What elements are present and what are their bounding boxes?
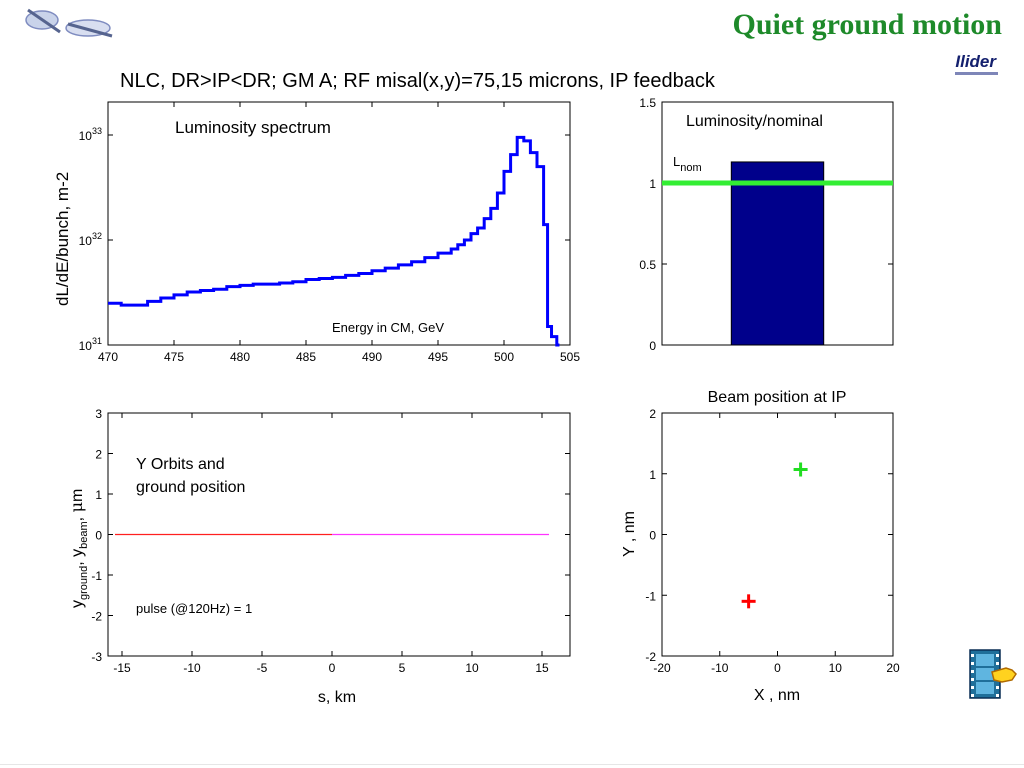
x-tick-label: 5 <box>399 661 406 675</box>
y-tick-label: -2 <box>91 610 102 624</box>
luminosity-nominal-plot: 0 0.5 1 1.5 Luminosity/nominal Lnom <box>639 96 894 353</box>
plot-title: Luminosity spectrum <box>175 118 331 137</box>
plot-frame <box>107 101 571 346</box>
beam-point <box>741 594 756 609</box>
x-tick-label: 485 <box>296 350 316 364</box>
x-tick-label: 475 <box>164 350 184 364</box>
y-tick-label: -2 <box>645 650 656 664</box>
y-tick-label: 1.5 <box>639 96 656 110</box>
y-tick-label: 1031 <box>79 336 102 353</box>
y-tick-label: -3 <box>91 650 102 664</box>
luminosity-spectrum-plot: 470 475 480 485 490 495 500 505 1031 1032 1033 Lum… <box>53 101 580 364</box>
plot-title-line-2: ground position <box>136 479 245 496</box>
x-tick-label: -15 <box>113 661 131 675</box>
nominal-label-main: L <box>673 154 680 169</box>
x-axis-label: X , nm <box>754 687 800 704</box>
plot-title: Y Orbits and ground position <box>136 456 245 496</box>
nominal-label-sub: nom <box>680 162 701 174</box>
filmstrip-hand-icon[interactable] <box>968 648 1020 700</box>
author-link[interactable]: Ilider <box>955 52 998 75</box>
plot-title-line-1: Y Orbits and <box>136 456 225 473</box>
y-tick-label: 2 <box>649 407 656 421</box>
y-tick-label: 3 <box>95 407 102 421</box>
luminosity-bar <box>730 161 825 346</box>
beam-point <box>793 462 808 477</box>
x-tick-label: -5 <box>257 661 268 675</box>
y-tick-label: -1 <box>645 589 656 603</box>
x-tick-label: 495 <box>428 350 448 364</box>
y-tick-label: 0 <box>649 529 656 543</box>
y-axis-label: yground, ybeam, μm <box>67 489 90 608</box>
y-tick-label: 2 <box>95 448 102 462</box>
x-tick-label: -20 <box>653 661 671 675</box>
x-axis-label: s, km <box>318 689 356 706</box>
x-tick-label: -10 <box>183 661 201 675</box>
plot-title: Luminosity/nominal <box>686 113 823 130</box>
y-tick-label: 1 <box>649 177 656 191</box>
x-tick-label: 10 <box>829 661 843 675</box>
logo-icon <box>25 8 113 38</box>
x-tick-label: 0 <box>329 661 336 675</box>
y-axis-label: dL/dE/bunch, m-2 <box>53 172 72 306</box>
y-tick-label: 0 <box>95 529 102 543</box>
figure-title: NLC, DR>IP<DR; GM A; RF misal(x,y)=75,15… <box>120 70 715 92</box>
y-tick-label: -1 <box>91 569 102 583</box>
y-tick-label: 1 <box>95 488 102 502</box>
x-tick-label: 480 <box>230 350 250 364</box>
x-tick-label: 0 <box>774 661 781 675</box>
y-tick-label: 0.5 <box>639 258 656 272</box>
x-tick-label: 470 <box>98 350 118 364</box>
pulse-annotation: pulse (@120Hz) = 1 <box>136 601 252 616</box>
x-tick-label: 10 <box>465 661 479 675</box>
x-tick-label: 500 <box>494 350 514 364</box>
y-tick-label: 0 <box>649 339 656 353</box>
x-tick-label: -10 <box>711 661 729 675</box>
spectrum-line <box>108 135 560 347</box>
x-tick-label: 505 <box>560 350 580 364</box>
y-axis-label: Y , nm <box>621 511 638 557</box>
y-tick-label: 1 <box>649 468 656 482</box>
footer-divider <box>0 764 1024 765</box>
x-tick-label: 490 <box>362 350 382 364</box>
y-tick-label: 1033 <box>79 126 102 143</box>
x-tick-label: 20 <box>886 661 900 675</box>
x-axis-label: Energy in CM, GeV <box>332 320 444 335</box>
y-tick-label: 1032 <box>79 231 102 248</box>
plot-frame <box>661 412 894 657</box>
plot-title: Beam position at IP <box>708 389 847 406</box>
slide-title: Quiet ground motion <box>732 8 1003 41</box>
x-tick-label: 15 <box>535 661 549 675</box>
nominal-label: Lnom <box>673 154 702 174</box>
